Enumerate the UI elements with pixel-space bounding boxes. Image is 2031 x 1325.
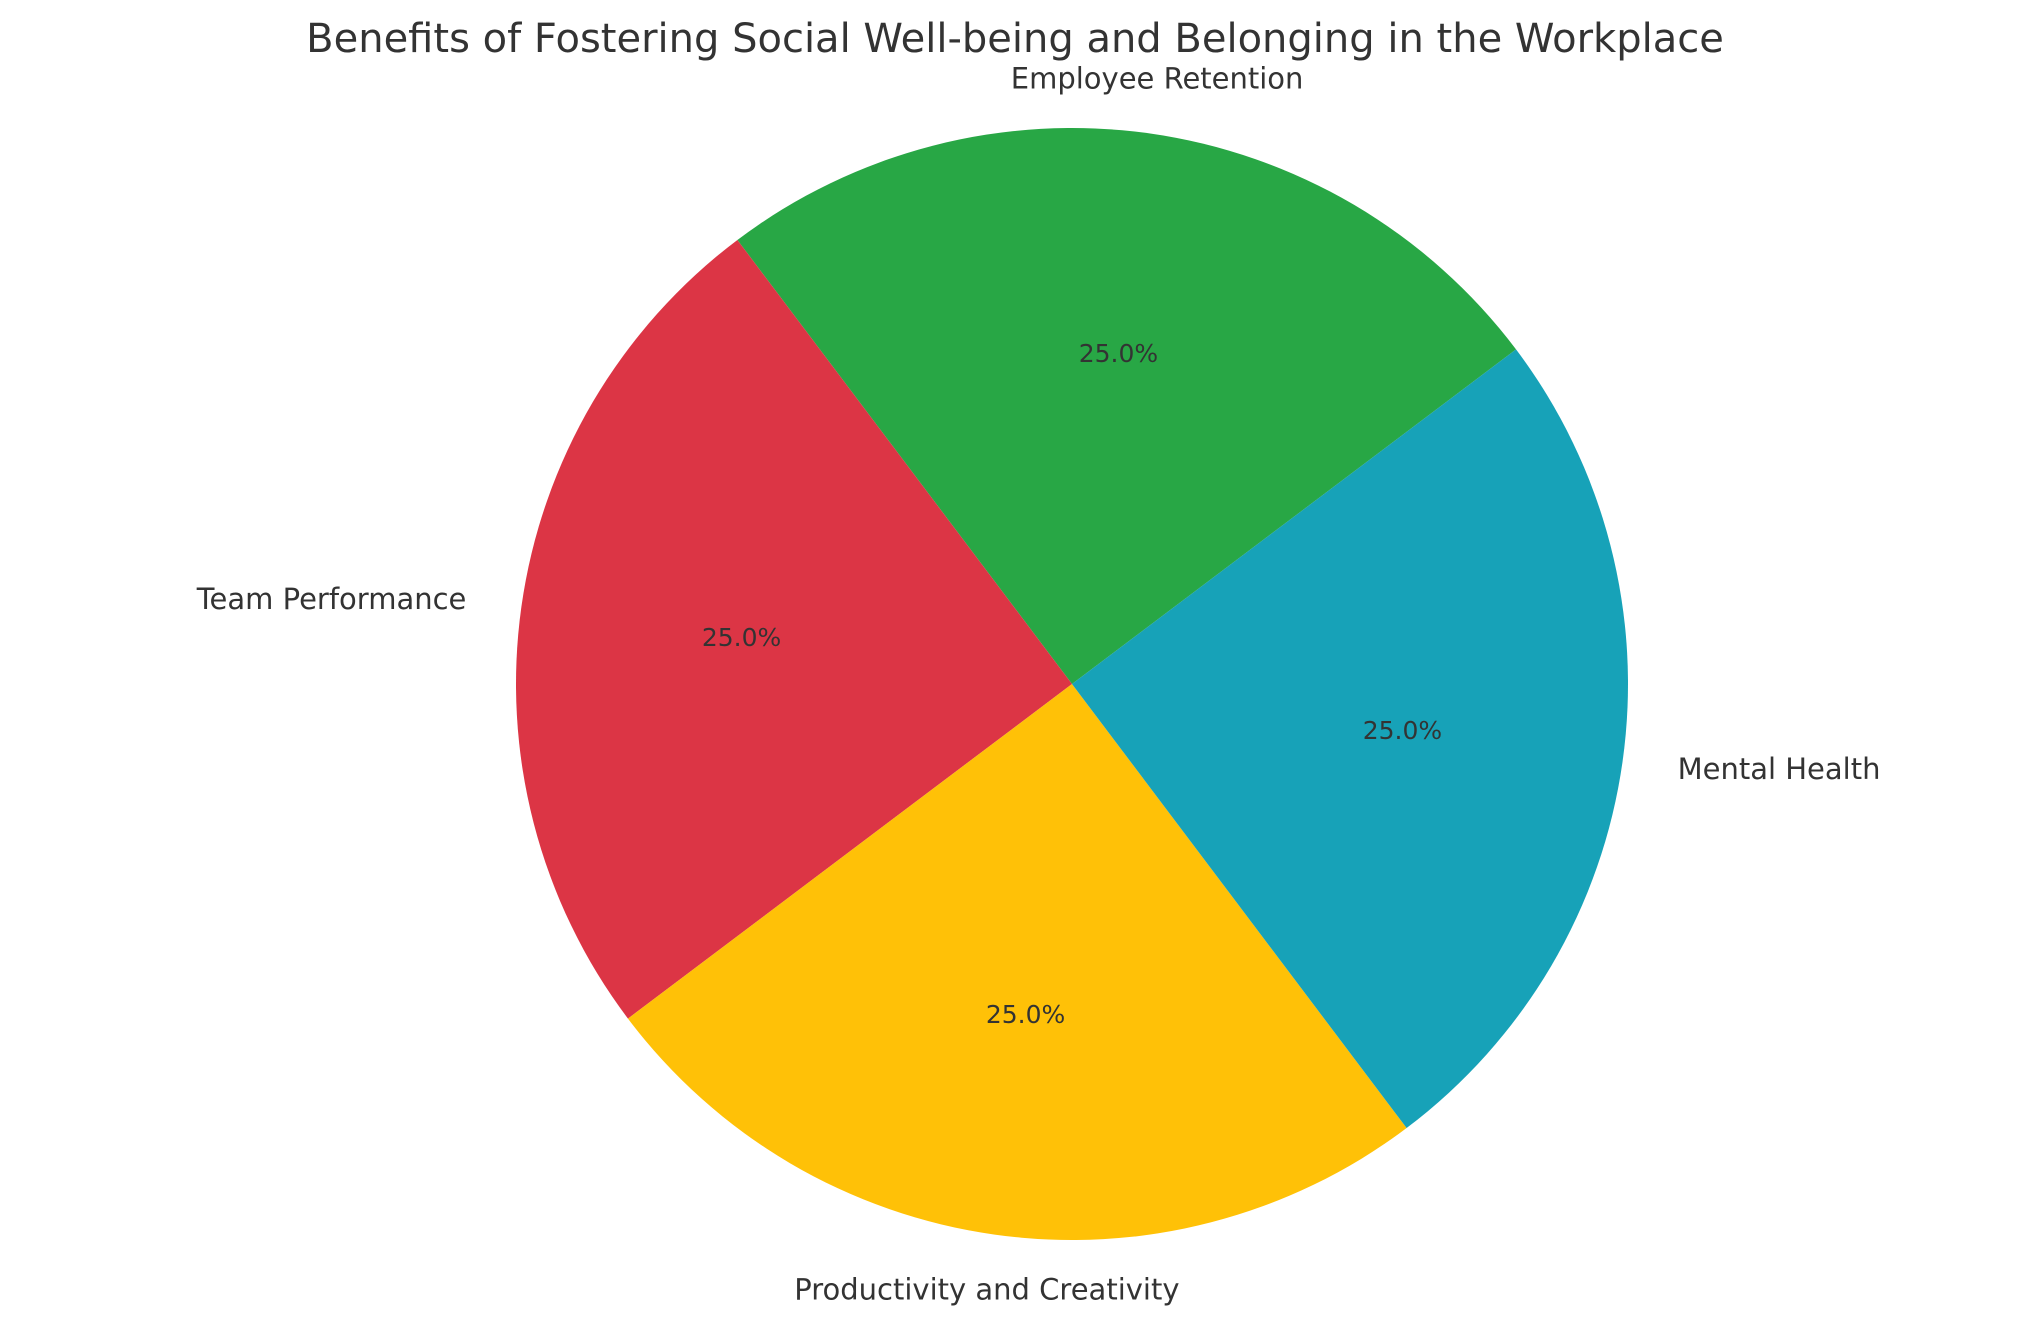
slice-label-productivity-and-creativity: Productivity and Creativity — [794, 1273, 1179, 1307]
percent-label-productivity-and-creativity: 25.0% — [986, 1000, 1065, 1029]
percent-label-employee-retention: 25.0% — [1079, 339, 1158, 368]
percent-labels: 25.0% 25.0% 25.0% 25.0% — [702, 339, 1442, 1029]
percent-label-team-performance: 25.0% — [702, 623, 781, 652]
slice-label-team-performance: Team Performance — [196, 582, 467, 616]
pie-slices — [516, 128, 1628, 1240]
slice-label-mental-health: Mental Health — [1678, 752, 1881, 786]
slice-label-employee-retention: Employee Retention — [1011, 61, 1304, 95]
slice-labels: Employee Retention Team Performance Produc… — [196, 61, 1881, 1306]
pie-slice-team-performance — [516, 239, 1072, 1019]
pie-slice-mental-health — [1072, 349, 1628, 1129]
pie-slice-employee-retention — [737, 128, 1517, 684]
chart-title: Benefits of Fostering Social Well-being … — [306, 16, 1724, 62]
pie-slice-productivity-and-creativity — [627, 684, 1407, 1240]
percent-label-mental-health: 25.0% — [1363, 716, 1442, 745]
